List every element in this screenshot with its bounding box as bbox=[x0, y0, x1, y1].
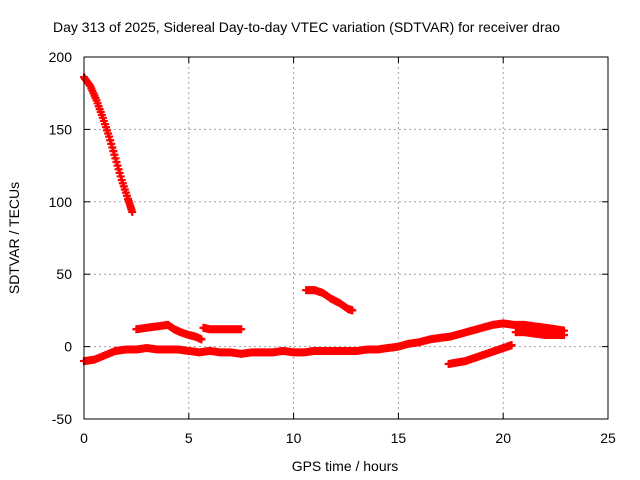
x-axis-title: GPS time / hours bbox=[292, 458, 399, 474]
data-point bbox=[559, 331, 568, 340]
y-tick-label: 0 bbox=[64, 339, 72, 355]
data-point bbox=[507, 341, 516, 350]
data-point bbox=[237, 325, 246, 334]
series-arc-7 bbox=[511, 328, 568, 340]
x-tick-label: 20 bbox=[495, 430, 511, 446]
x-tick-label: 5 bbox=[185, 430, 193, 446]
series-arc-2 bbox=[80, 319, 568, 366]
y-axis-title: SDTVAR / TECUs bbox=[6, 182, 22, 294]
y-tick-label: 100 bbox=[49, 194, 73, 210]
data-point bbox=[128, 207, 137, 216]
series-layer bbox=[80, 73, 568, 368]
plot-frame bbox=[83, 56, 609, 420]
chart-title: Day 313 of 2025, Sidereal Day-to-day VTE… bbox=[53, 19, 560, 35]
series-arc-4 bbox=[199, 323, 246, 334]
axes-layer: 0 5 10 15 20 25 -50 0 50 100 150 200 bbox=[49, 49, 616, 446]
data-point bbox=[348, 306, 357, 315]
x-tick-label: 10 bbox=[286, 430, 302, 446]
series-arc-6 bbox=[444, 341, 516, 368]
grid-layer bbox=[84, 57, 608, 419]
y-tick-label: -50 bbox=[52, 411, 72, 427]
data-point bbox=[197, 335, 206, 344]
x-tick-label: 0 bbox=[80, 430, 88, 446]
series-arc-5 bbox=[302, 286, 357, 315]
y-tick-label: 150 bbox=[49, 121, 73, 137]
y-tick-label: 50 bbox=[56, 266, 72, 282]
x-tick-label: 25 bbox=[600, 430, 616, 446]
x-tick-label: 15 bbox=[391, 430, 407, 446]
series-arc-3 bbox=[132, 320, 206, 344]
y-tick-label: 200 bbox=[49, 49, 73, 65]
series-arc-1 bbox=[80, 73, 137, 216]
